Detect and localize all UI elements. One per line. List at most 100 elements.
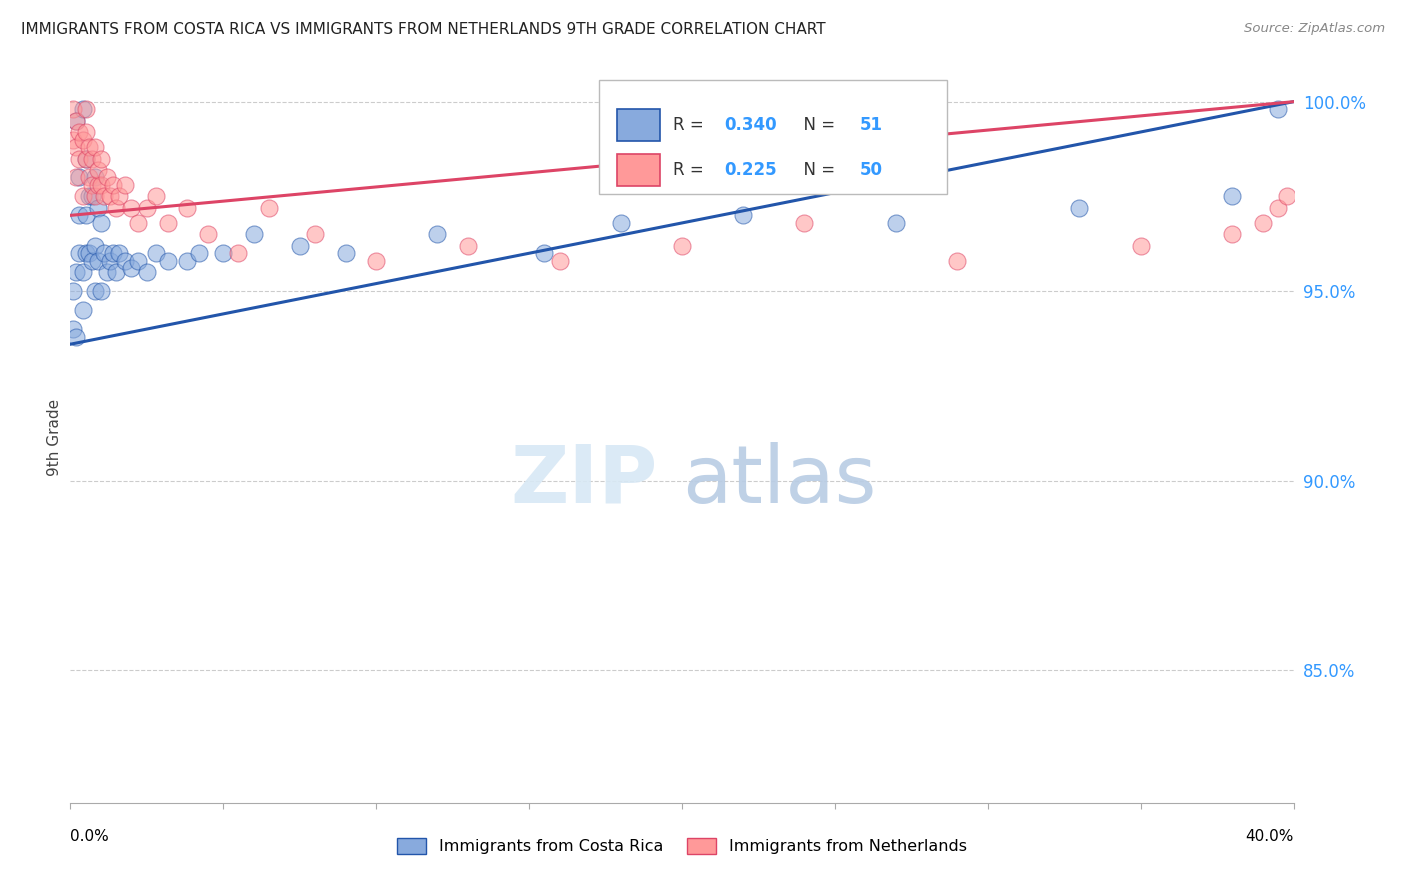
- Text: IMMIGRANTS FROM COSTA RICA VS IMMIGRANTS FROM NETHERLANDS 9TH GRADE CORRELATION : IMMIGRANTS FROM COSTA RICA VS IMMIGRANTS…: [21, 22, 825, 37]
- Point: [157, 216, 180, 230]
- Point: [77, 170, 100, 185]
- Point: [75, 246, 97, 260]
- Point: [75, 125, 97, 139]
- Point: [946, 253, 969, 268]
- Point: [62, 284, 84, 298]
- Point: [457, 238, 479, 252]
- Point: [77, 140, 100, 154]
- Point: [72, 303, 94, 318]
- Point: [62, 102, 84, 116]
- Point: [93, 246, 115, 260]
- Point: [426, 227, 449, 242]
- Point: [87, 201, 110, 215]
- Point: [65, 329, 87, 343]
- Text: 40.0%: 40.0%: [1246, 830, 1294, 845]
- Point: [366, 253, 388, 268]
- Point: [533, 246, 555, 260]
- Text: 51: 51: [859, 116, 883, 134]
- Point: [101, 246, 124, 260]
- Point: [793, 216, 815, 230]
- Point: [212, 246, 235, 260]
- Bar: [617, 109, 659, 141]
- Point: [80, 189, 103, 203]
- Point: [69, 170, 91, 185]
- Point: [65, 113, 87, 128]
- Point: [98, 253, 121, 268]
- Point: [105, 201, 128, 215]
- Text: 0.0%: 0.0%: [70, 830, 110, 845]
- Point: [80, 253, 103, 268]
- Point: [75, 208, 97, 222]
- Point: [72, 102, 94, 116]
- Point: [127, 253, 149, 268]
- Text: N =: N =: [793, 161, 841, 178]
- Point: [108, 189, 131, 203]
- Point: [75, 152, 97, 166]
- Y-axis label: 9th Grade: 9th Grade: [46, 399, 62, 475]
- Point: [243, 227, 266, 242]
- Point: [83, 189, 105, 203]
- Point: [72, 189, 94, 203]
- Point: [1129, 238, 1152, 252]
- Point: [80, 178, 103, 192]
- Point: [121, 261, 143, 276]
- Point: [65, 170, 87, 185]
- Text: R =: R =: [673, 116, 710, 134]
- Point: [335, 246, 357, 260]
- Point: [157, 253, 180, 268]
- Point: [69, 125, 91, 139]
- Point: [197, 227, 219, 242]
- Point: [548, 253, 571, 268]
- Point: [176, 201, 198, 215]
- Point: [114, 178, 136, 192]
- Bar: [617, 153, 659, 186]
- Text: N =: N =: [793, 116, 841, 134]
- Point: [98, 189, 121, 203]
- Point: [96, 265, 118, 279]
- Point: [1267, 201, 1289, 215]
- Text: 50: 50: [859, 161, 883, 178]
- Point: [1069, 201, 1091, 215]
- Point: [304, 227, 326, 242]
- Point: [83, 238, 105, 252]
- Point: [114, 253, 136, 268]
- Point: [87, 162, 110, 177]
- Point: [72, 132, 94, 146]
- Point: [90, 216, 112, 230]
- Point: [145, 189, 167, 203]
- Point: [87, 178, 110, 192]
- Point: [145, 246, 167, 260]
- Point: [65, 265, 87, 279]
- Point: [121, 201, 143, 215]
- Point: [69, 246, 91, 260]
- Point: [176, 253, 198, 268]
- Point: [187, 246, 209, 260]
- Point: [610, 216, 633, 230]
- Text: Source: ZipAtlas.com: Source: ZipAtlas.com: [1244, 22, 1385, 36]
- Point: [80, 152, 103, 166]
- Point: [1277, 189, 1299, 203]
- Point: [83, 170, 105, 185]
- Point: [65, 113, 87, 128]
- Point: [733, 208, 755, 222]
- Point: [93, 189, 115, 203]
- Text: ZIP: ZIP: [510, 442, 658, 520]
- Point: [1222, 189, 1244, 203]
- Point: [69, 208, 91, 222]
- Point: [90, 284, 112, 298]
- Point: [87, 253, 110, 268]
- Point: [1251, 216, 1274, 230]
- Point: [96, 170, 118, 185]
- Point: [62, 322, 84, 336]
- Point: [62, 132, 84, 146]
- Point: [75, 152, 97, 166]
- Point: [105, 265, 128, 279]
- Point: [135, 265, 157, 279]
- Text: 0.225: 0.225: [724, 161, 778, 178]
- Point: [90, 178, 112, 192]
- Point: [83, 140, 105, 154]
- Text: 0.340: 0.340: [724, 116, 778, 134]
- Point: [108, 246, 131, 260]
- FancyBboxPatch shape: [599, 80, 948, 194]
- Point: [671, 238, 693, 252]
